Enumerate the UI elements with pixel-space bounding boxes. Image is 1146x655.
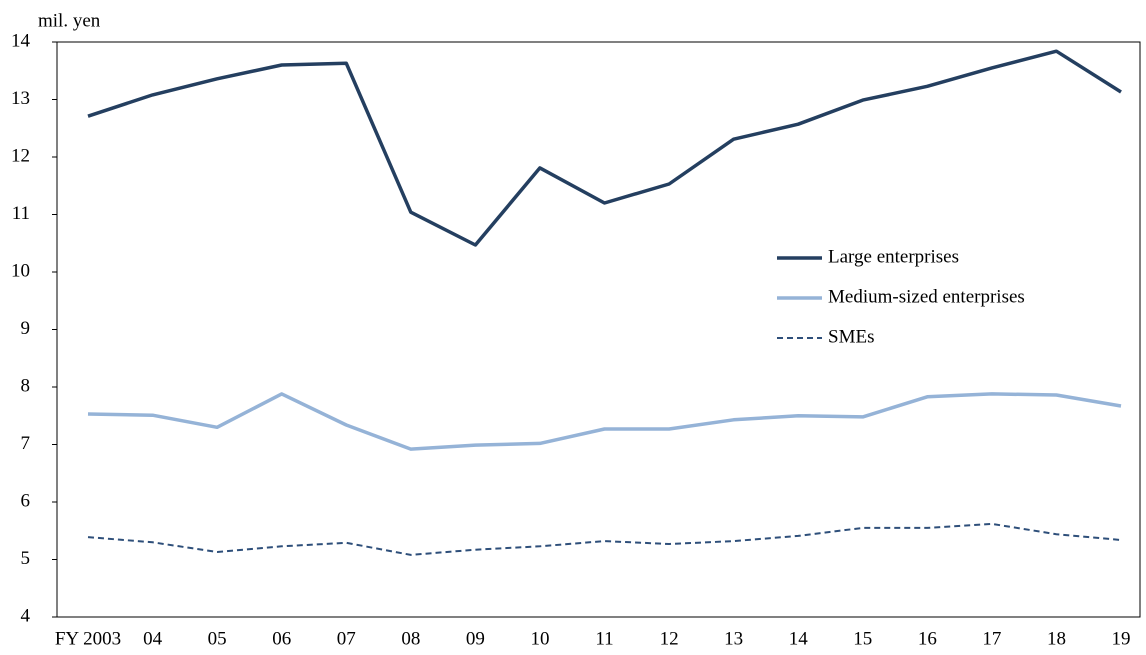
x-tick-label: 14 — [789, 628, 809, 649]
y-tick-label: 6 — [21, 490, 31, 511]
x-tick-label: FY 2003 — [55, 628, 121, 649]
x-tick-label: 17 — [982, 628, 1001, 649]
plot-frame — [56, 41, 1141, 618]
y-tick-label: 9 — [21, 318, 31, 339]
series-line — [87, 522, 1122, 556]
x-tick-label: 13 — [724, 628, 743, 649]
x-tick-label: 04 — [143, 628, 163, 649]
legend-label: Medium-sized enterprises — [828, 286, 1025, 307]
x-tick-label: 06 — [272, 628, 291, 649]
y-tick-label: 14 — [11, 30, 31, 51]
x-tick-label: 10 — [530, 628, 549, 649]
x-tick-label: 08 — [401, 628, 420, 649]
y-tick-label: 7 — [21, 433, 31, 454]
y-tick-label: 5 — [21, 548, 31, 569]
legend-label: Large enterprises — [828, 246, 959, 267]
x-tick-label: 19 — [1112, 628, 1131, 649]
y-tick-label: 12 — [11, 145, 30, 166]
x-tick-label: 05 — [208, 628, 227, 649]
legend-label: SMEs — [828, 326, 874, 347]
y-tick-label: 8 — [21, 375, 31, 396]
y-tick-label: 10 — [11, 260, 30, 281]
x-tick-label: 07 — [337, 628, 356, 649]
x-tick-label: 12 — [660, 628, 679, 649]
x-tick-label: 16 — [918, 628, 937, 649]
series-line — [87, 49, 1122, 247]
x-tick-label: 18 — [1047, 628, 1066, 649]
series-line — [87, 392, 1122, 451]
x-tick-label: 11 — [595, 628, 613, 649]
y-tick-label: 4 — [21, 605, 31, 626]
y-tick-label: 11 — [12, 203, 30, 224]
y-axis-label: mil. yen — [38, 10, 101, 31]
y-tick-label: 13 — [11, 88, 30, 109]
x-tick-label: 15 — [853, 628, 872, 649]
x-tick-label: 09 — [466, 628, 485, 649]
